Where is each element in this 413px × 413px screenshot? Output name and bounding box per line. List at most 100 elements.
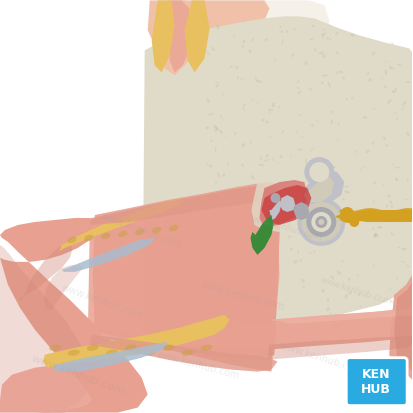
Polygon shape: [261, 185, 311, 225]
Text: www.kenhub.com: www.kenhub.com: [199, 280, 285, 312]
Ellipse shape: [393, 163, 394, 167]
Ellipse shape: [389, 200, 392, 204]
Ellipse shape: [392, 323, 394, 325]
Ellipse shape: [375, 233, 376, 238]
Ellipse shape: [333, 171, 335, 173]
Ellipse shape: [402, 104, 405, 108]
Ellipse shape: [290, 248, 293, 251]
Ellipse shape: [326, 307, 330, 311]
Ellipse shape: [215, 81, 219, 83]
Text: www.kenhub.com: www.kenhub.com: [249, 214, 324, 242]
Circle shape: [297, 198, 345, 246]
Ellipse shape: [401, 261, 405, 263]
Ellipse shape: [340, 213, 358, 223]
Ellipse shape: [305, 172, 307, 175]
Ellipse shape: [206, 52, 209, 53]
Ellipse shape: [387, 99, 392, 104]
Ellipse shape: [237, 76, 239, 79]
Ellipse shape: [240, 78, 244, 80]
Ellipse shape: [169, 225, 178, 231]
Polygon shape: [0, 218, 148, 413]
Ellipse shape: [299, 114, 302, 116]
Ellipse shape: [321, 81, 323, 84]
Ellipse shape: [67, 237, 77, 243]
Ellipse shape: [237, 186, 240, 187]
Ellipse shape: [354, 150, 356, 154]
Polygon shape: [304, 175, 334, 202]
Ellipse shape: [375, 337, 377, 339]
Ellipse shape: [383, 183, 385, 185]
Ellipse shape: [401, 248, 406, 250]
Ellipse shape: [222, 93, 224, 95]
Ellipse shape: [268, 109, 273, 111]
Ellipse shape: [309, 38, 313, 40]
Ellipse shape: [334, 188, 336, 190]
Polygon shape: [148, 0, 269, 48]
Ellipse shape: [349, 291, 352, 294]
Ellipse shape: [398, 299, 400, 302]
Ellipse shape: [358, 292, 361, 297]
Ellipse shape: [312, 234, 316, 238]
Ellipse shape: [208, 113, 214, 115]
Ellipse shape: [307, 193, 309, 196]
Ellipse shape: [384, 85, 387, 88]
Polygon shape: [268, 335, 412, 360]
Ellipse shape: [391, 43, 394, 45]
Ellipse shape: [299, 259, 302, 262]
Ellipse shape: [383, 301, 385, 303]
Polygon shape: [152, 0, 175, 72]
Ellipse shape: [209, 164, 212, 167]
Ellipse shape: [407, 179, 409, 182]
Polygon shape: [90, 335, 278, 372]
Circle shape: [311, 212, 331, 232]
Ellipse shape: [336, 71, 337, 75]
Polygon shape: [58, 200, 185, 252]
Ellipse shape: [214, 129, 218, 131]
Ellipse shape: [330, 313, 332, 315]
Ellipse shape: [206, 99, 209, 103]
Ellipse shape: [337, 271, 342, 275]
Polygon shape: [0, 245, 95, 413]
Ellipse shape: [379, 213, 382, 215]
Ellipse shape: [211, 47, 215, 51]
Ellipse shape: [328, 84, 331, 88]
Ellipse shape: [242, 20, 244, 23]
Text: www.kenhub.com: www.kenhub.com: [319, 275, 393, 307]
Polygon shape: [185, 0, 209, 72]
Ellipse shape: [372, 216, 375, 219]
Ellipse shape: [255, 77, 257, 82]
Ellipse shape: [216, 25, 219, 30]
Ellipse shape: [387, 313, 389, 315]
Ellipse shape: [269, 136, 272, 138]
Ellipse shape: [311, 24, 314, 27]
Ellipse shape: [125, 344, 137, 351]
Ellipse shape: [309, 252, 312, 254]
Ellipse shape: [297, 149, 302, 151]
Ellipse shape: [293, 260, 298, 263]
Ellipse shape: [234, 132, 237, 135]
Ellipse shape: [363, 116, 367, 119]
Ellipse shape: [389, 288, 391, 291]
Ellipse shape: [242, 45, 244, 48]
Ellipse shape: [84, 235, 94, 241]
Ellipse shape: [385, 145, 389, 147]
Ellipse shape: [326, 37, 329, 39]
Ellipse shape: [390, 300, 393, 303]
Ellipse shape: [387, 215, 389, 217]
Ellipse shape: [397, 246, 400, 249]
Polygon shape: [250, 215, 273, 255]
Ellipse shape: [101, 233, 111, 239]
Ellipse shape: [385, 69, 387, 75]
Polygon shape: [93, 182, 281, 358]
Polygon shape: [52, 342, 168, 372]
Ellipse shape: [223, 173, 225, 177]
Text: www.kenhub.com: www.kenhub.com: [100, 211, 184, 250]
Ellipse shape: [396, 278, 398, 280]
Ellipse shape: [235, 328, 238, 333]
Ellipse shape: [301, 136, 304, 138]
Ellipse shape: [286, 30, 288, 33]
Ellipse shape: [297, 250, 299, 255]
Ellipse shape: [336, 332, 339, 333]
Ellipse shape: [118, 230, 128, 237]
Ellipse shape: [373, 108, 377, 109]
